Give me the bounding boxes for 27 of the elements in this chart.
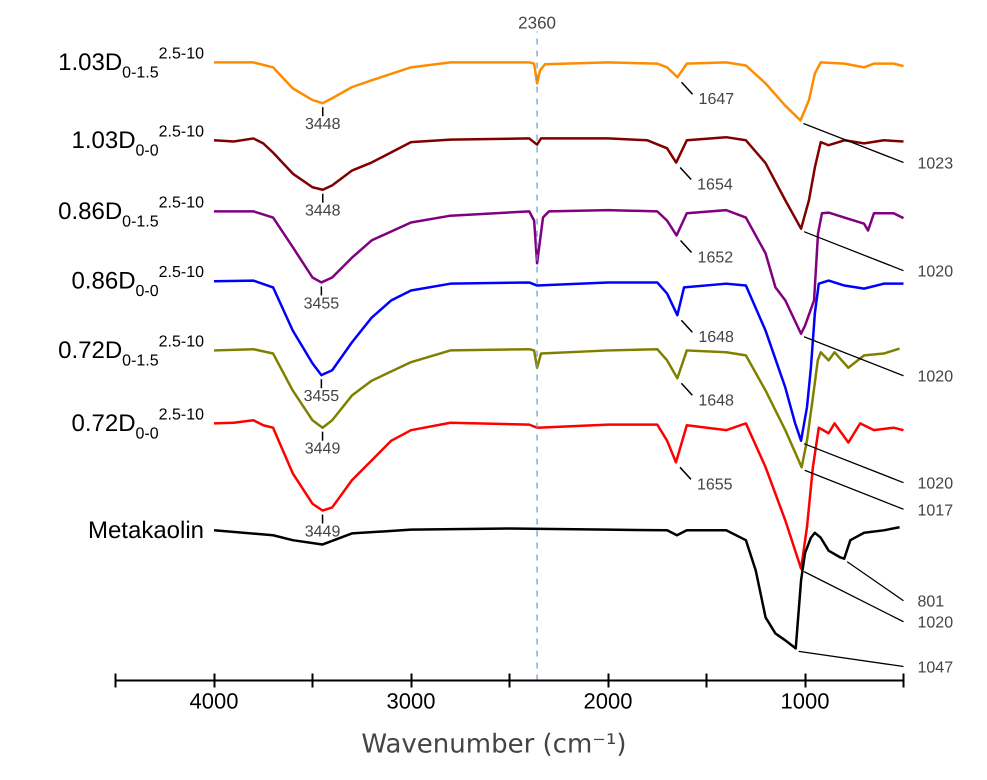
annotation: 1020: [918, 614, 954, 632]
annotation: 1648: [698, 329, 734, 346]
series-label: Metakaolin: [88, 516, 204, 544]
annotation: 1017: [918, 502, 954, 520]
x-tick-label: 4000: [190, 688, 238, 714]
annotation: 801: [918, 594, 944, 611]
annotation: 1654: [697, 176, 733, 194]
annotation: 3455: [304, 295, 340, 312]
annotation: 3449: [304, 440, 340, 458]
annotation: 3448: [304, 116, 341, 134]
annotation: 3455: [304, 388, 340, 406]
x-tick-label: 2000: [584, 688, 632, 714]
annotation: 1020: [918, 368, 954, 386]
annotation: 1020: [918, 476, 954, 493]
annotation: 3449: [304, 524, 340, 541]
annotation: 1655: [696, 476, 733, 494]
x-axis-title: Wavenumber (cm⁻¹): [361, 730, 627, 760]
annotation: 1652: [698, 249, 734, 266]
annotation: 1648: [698, 392, 734, 410]
annotation: 1020: [918, 264, 954, 281]
annotation: 1647: [698, 91, 734, 108]
annotation: 1047: [918, 660, 954, 676]
annotation: 3448: [304, 202, 341, 220]
x-tick-label: 1000: [780, 688, 830, 714]
x-tick-label: 3000: [386, 688, 436, 714]
annotation: 1023: [918, 156, 954, 173]
ref-line-label: 2360: [518, 14, 556, 32]
